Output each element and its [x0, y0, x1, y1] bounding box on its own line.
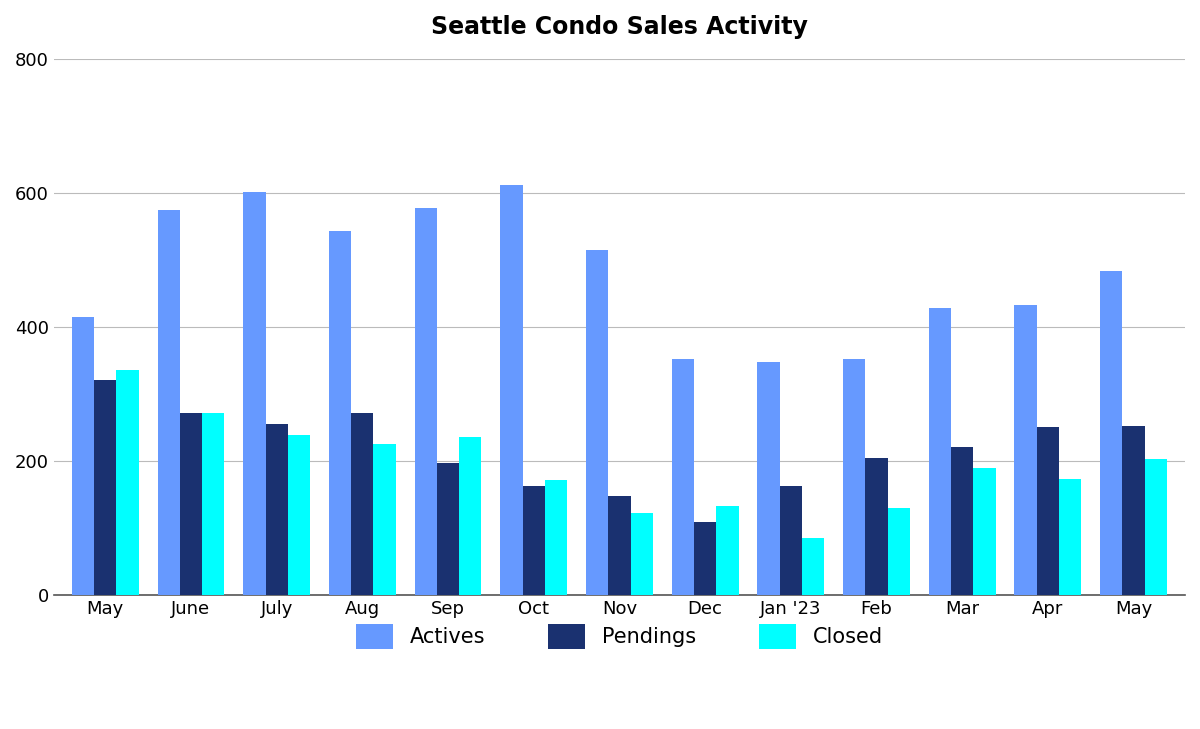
Bar	[973, 467, 996, 595]
Bar	[1060, 479, 1081, 595]
Bar	[180, 413, 202, 595]
Title: Seattle Condo Sales Activity: Seattle Condo Sales Activity	[431, 15, 808, 39]
Legend: Actives, Pendings, Closed: Actives, Pendings, Closed	[346, 613, 894, 660]
Bar	[757, 362, 780, 595]
Bar	[802, 538, 824, 595]
Bar	[460, 437, 481, 595]
Bar	[1100, 271, 1122, 595]
Bar	[952, 448, 973, 595]
Bar	[329, 231, 352, 595]
Bar	[672, 359, 694, 595]
Bar	[630, 513, 653, 595]
Bar	[586, 250, 608, 595]
Bar	[545, 480, 568, 595]
Bar	[888, 507, 910, 595]
Bar	[288, 435, 310, 595]
Bar	[929, 308, 952, 595]
Bar	[157, 210, 180, 595]
Bar	[352, 413, 373, 595]
Bar	[265, 424, 288, 595]
Bar	[500, 185, 522, 595]
Bar	[116, 370, 139, 595]
Bar	[415, 208, 437, 595]
Bar	[1014, 305, 1037, 595]
Bar	[437, 463, 460, 595]
Bar	[780, 486, 802, 595]
Bar	[844, 359, 865, 595]
Bar	[1037, 427, 1060, 595]
Bar	[202, 413, 224, 595]
Bar	[522, 486, 545, 595]
Bar	[694, 523, 716, 595]
Bar	[244, 192, 265, 595]
Bar	[373, 444, 396, 595]
Bar	[1122, 426, 1145, 595]
Bar	[72, 317, 94, 595]
Bar	[94, 381, 116, 595]
Bar	[865, 458, 888, 595]
Bar	[608, 496, 630, 595]
Bar	[716, 507, 738, 595]
Bar	[1145, 459, 1168, 595]
